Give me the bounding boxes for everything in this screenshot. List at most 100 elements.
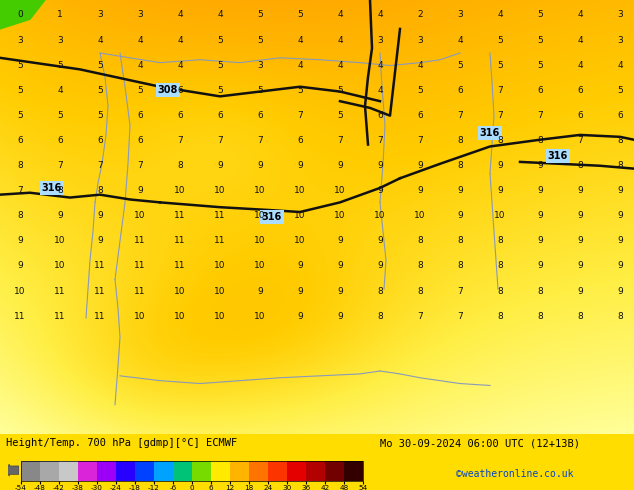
Text: 11: 11 xyxy=(94,312,106,320)
Text: 7: 7 xyxy=(537,111,543,120)
Text: 4: 4 xyxy=(497,10,503,19)
Text: 7: 7 xyxy=(137,161,143,170)
Text: 4: 4 xyxy=(337,61,343,70)
Text: 9: 9 xyxy=(137,186,143,196)
Text: 8: 8 xyxy=(497,312,503,320)
Text: 8: 8 xyxy=(617,312,623,320)
Text: 9: 9 xyxy=(617,236,623,245)
Text: Mo 30-09-2024 06:00 UTC (12+13B): Mo 30-09-2024 06:00 UTC (12+13B) xyxy=(380,438,580,448)
Text: 4: 4 xyxy=(377,86,383,95)
Text: 4: 4 xyxy=(617,61,623,70)
Text: 9: 9 xyxy=(57,211,63,220)
Text: 8: 8 xyxy=(617,136,623,145)
Text: 4: 4 xyxy=(177,36,183,45)
Text: 6: 6 xyxy=(217,111,223,120)
Text: 9: 9 xyxy=(617,211,623,220)
Text: 8: 8 xyxy=(377,287,383,295)
Text: 9: 9 xyxy=(297,312,303,320)
FancyArrow shape xyxy=(5,464,19,476)
Text: 4: 4 xyxy=(137,36,143,45)
Text: 5: 5 xyxy=(17,86,23,95)
Text: 4: 4 xyxy=(377,10,383,19)
Text: 7: 7 xyxy=(457,287,463,295)
Text: 4: 4 xyxy=(297,61,303,70)
Text: 4: 4 xyxy=(297,36,303,45)
Text: 7: 7 xyxy=(497,86,503,95)
Text: 9: 9 xyxy=(577,211,583,220)
Text: 7: 7 xyxy=(17,186,23,196)
Text: 10: 10 xyxy=(134,211,146,220)
Text: 9: 9 xyxy=(377,236,383,245)
Text: 9: 9 xyxy=(537,211,543,220)
Text: 4: 4 xyxy=(377,61,383,70)
Text: 6: 6 xyxy=(177,86,183,95)
Text: 5: 5 xyxy=(537,10,543,19)
Text: 1: 1 xyxy=(57,10,63,19)
Text: 4: 4 xyxy=(577,36,583,45)
Text: 4: 4 xyxy=(577,10,583,19)
Text: 10: 10 xyxy=(55,262,66,270)
Text: 11: 11 xyxy=(214,211,226,220)
Text: 9: 9 xyxy=(337,161,343,170)
Text: 10: 10 xyxy=(254,211,266,220)
Text: 10: 10 xyxy=(174,312,186,320)
Text: 9: 9 xyxy=(297,287,303,295)
Text: 8: 8 xyxy=(177,161,183,170)
Text: 11: 11 xyxy=(14,312,26,320)
Text: 9: 9 xyxy=(257,161,263,170)
Text: 10: 10 xyxy=(254,236,266,245)
Text: 8: 8 xyxy=(497,287,503,295)
Text: ©weatheronline.co.uk: ©weatheronline.co.uk xyxy=(456,468,574,479)
Text: 7: 7 xyxy=(457,111,463,120)
Text: 7: 7 xyxy=(97,161,103,170)
Text: 9: 9 xyxy=(537,161,543,170)
Text: 10: 10 xyxy=(294,236,306,245)
Text: 3: 3 xyxy=(257,61,263,70)
Text: 6: 6 xyxy=(457,86,463,95)
Text: 9: 9 xyxy=(537,262,543,270)
Text: 8: 8 xyxy=(417,236,423,245)
Text: 5: 5 xyxy=(617,86,623,95)
Text: 9: 9 xyxy=(617,262,623,270)
Text: 6: 6 xyxy=(577,111,583,120)
Text: 4: 4 xyxy=(177,61,183,70)
Text: 9: 9 xyxy=(457,186,463,196)
Text: 6: 6 xyxy=(537,86,543,95)
Text: 11: 11 xyxy=(174,236,186,245)
Text: 10: 10 xyxy=(294,186,306,196)
Text: 5: 5 xyxy=(297,86,303,95)
Text: 5: 5 xyxy=(537,36,543,45)
Text: 11: 11 xyxy=(55,312,66,320)
Text: 8: 8 xyxy=(417,287,423,295)
Text: 316: 316 xyxy=(42,183,62,193)
Text: 8: 8 xyxy=(457,262,463,270)
Text: 10: 10 xyxy=(414,211,426,220)
Text: 7: 7 xyxy=(337,136,343,145)
Text: 11: 11 xyxy=(214,236,226,245)
Text: 5: 5 xyxy=(337,111,343,120)
Text: 10: 10 xyxy=(334,211,346,220)
Text: 11: 11 xyxy=(134,287,146,295)
Text: 9: 9 xyxy=(417,186,423,196)
Text: 9: 9 xyxy=(457,211,463,220)
Text: 8: 8 xyxy=(457,136,463,145)
Text: 9: 9 xyxy=(577,186,583,196)
Text: 8: 8 xyxy=(17,161,23,170)
Text: 8: 8 xyxy=(377,312,383,320)
Text: 6: 6 xyxy=(137,111,143,120)
Text: 5: 5 xyxy=(57,61,63,70)
Text: 9: 9 xyxy=(337,262,343,270)
Text: 4: 4 xyxy=(337,36,343,45)
Text: 11: 11 xyxy=(55,287,66,295)
Text: 5: 5 xyxy=(337,86,343,95)
Text: 9: 9 xyxy=(617,287,623,295)
Text: 3: 3 xyxy=(617,10,623,19)
Text: 5: 5 xyxy=(497,61,503,70)
Text: 4: 4 xyxy=(137,61,143,70)
Text: 11: 11 xyxy=(134,262,146,270)
Text: 6: 6 xyxy=(97,136,103,145)
Text: 8: 8 xyxy=(417,262,423,270)
Text: 8: 8 xyxy=(537,136,543,145)
Text: 9: 9 xyxy=(377,186,383,196)
Text: 10: 10 xyxy=(174,287,186,295)
